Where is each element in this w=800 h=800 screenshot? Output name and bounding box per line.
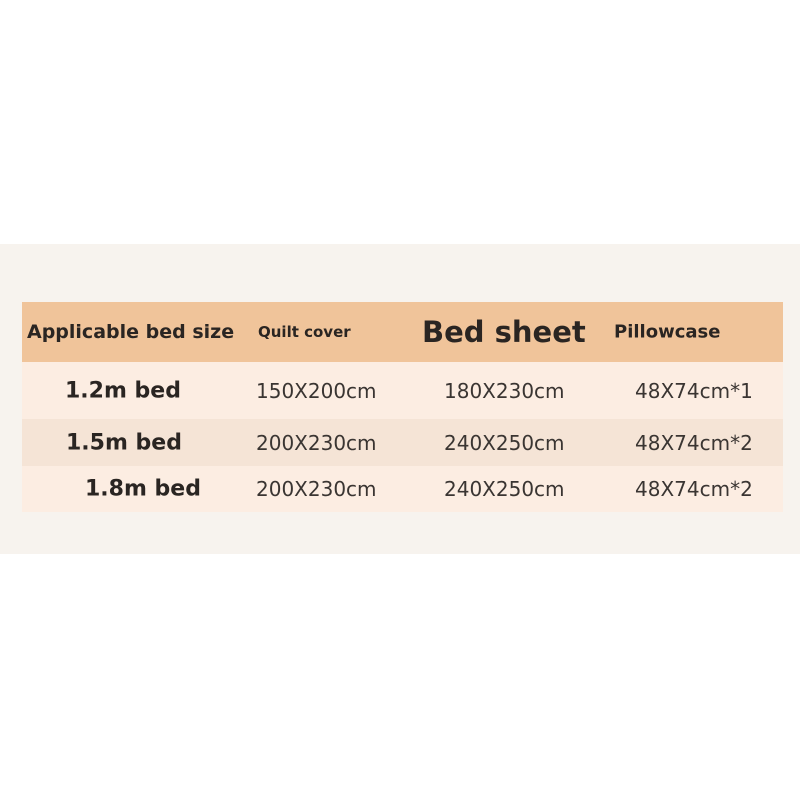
size-table: Applicable bed size Quilt cover Bed shee… (22, 302, 783, 512)
table-row: 1.8m bed 200X230cm 240X250cm 48X74cm*2 (22, 466, 783, 512)
pillowcase: 48X74cm*1 (635, 378, 753, 403)
pillowcase: 48X74cm*2 (635, 477, 753, 501)
header-bed-sheet: Bed sheet (422, 315, 586, 349)
bed-size: 1.2m bed (65, 378, 181, 403)
quilt-cover: 200X230cm (256, 430, 377, 455)
table-row: 1.2m bed 150X200cm 180X230cm 48X74cm*1 (22, 362, 783, 419)
header-bed-size: Applicable bed size (27, 321, 235, 343)
header-quilt-cover: Quilt cover (258, 323, 351, 341)
bed-sheet: 180X230cm (444, 378, 565, 403)
quilt-cover: 150X200cm (256, 378, 377, 403)
header-pillowcase: Pillowcase (614, 321, 721, 343)
bed-size: 1.5m bed (66, 430, 182, 455)
bed-sheet: 240X250cm (444, 430, 565, 455)
quilt-cover: 200X230cm (256, 477, 377, 501)
bed-sheet: 240X250cm (444, 477, 565, 501)
table-header: Applicable bed size Quilt cover Bed shee… (22, 302, 783, 362)
pillowcase: 48X74cm*2 (635, 430, 753, 455)
bed-size: 1.8m bed (85, 476, 201, 502)
table-row: 1.5m bed 200X230cm 240X250cm 48X74cm*2 (22, 419, 783, 466)
